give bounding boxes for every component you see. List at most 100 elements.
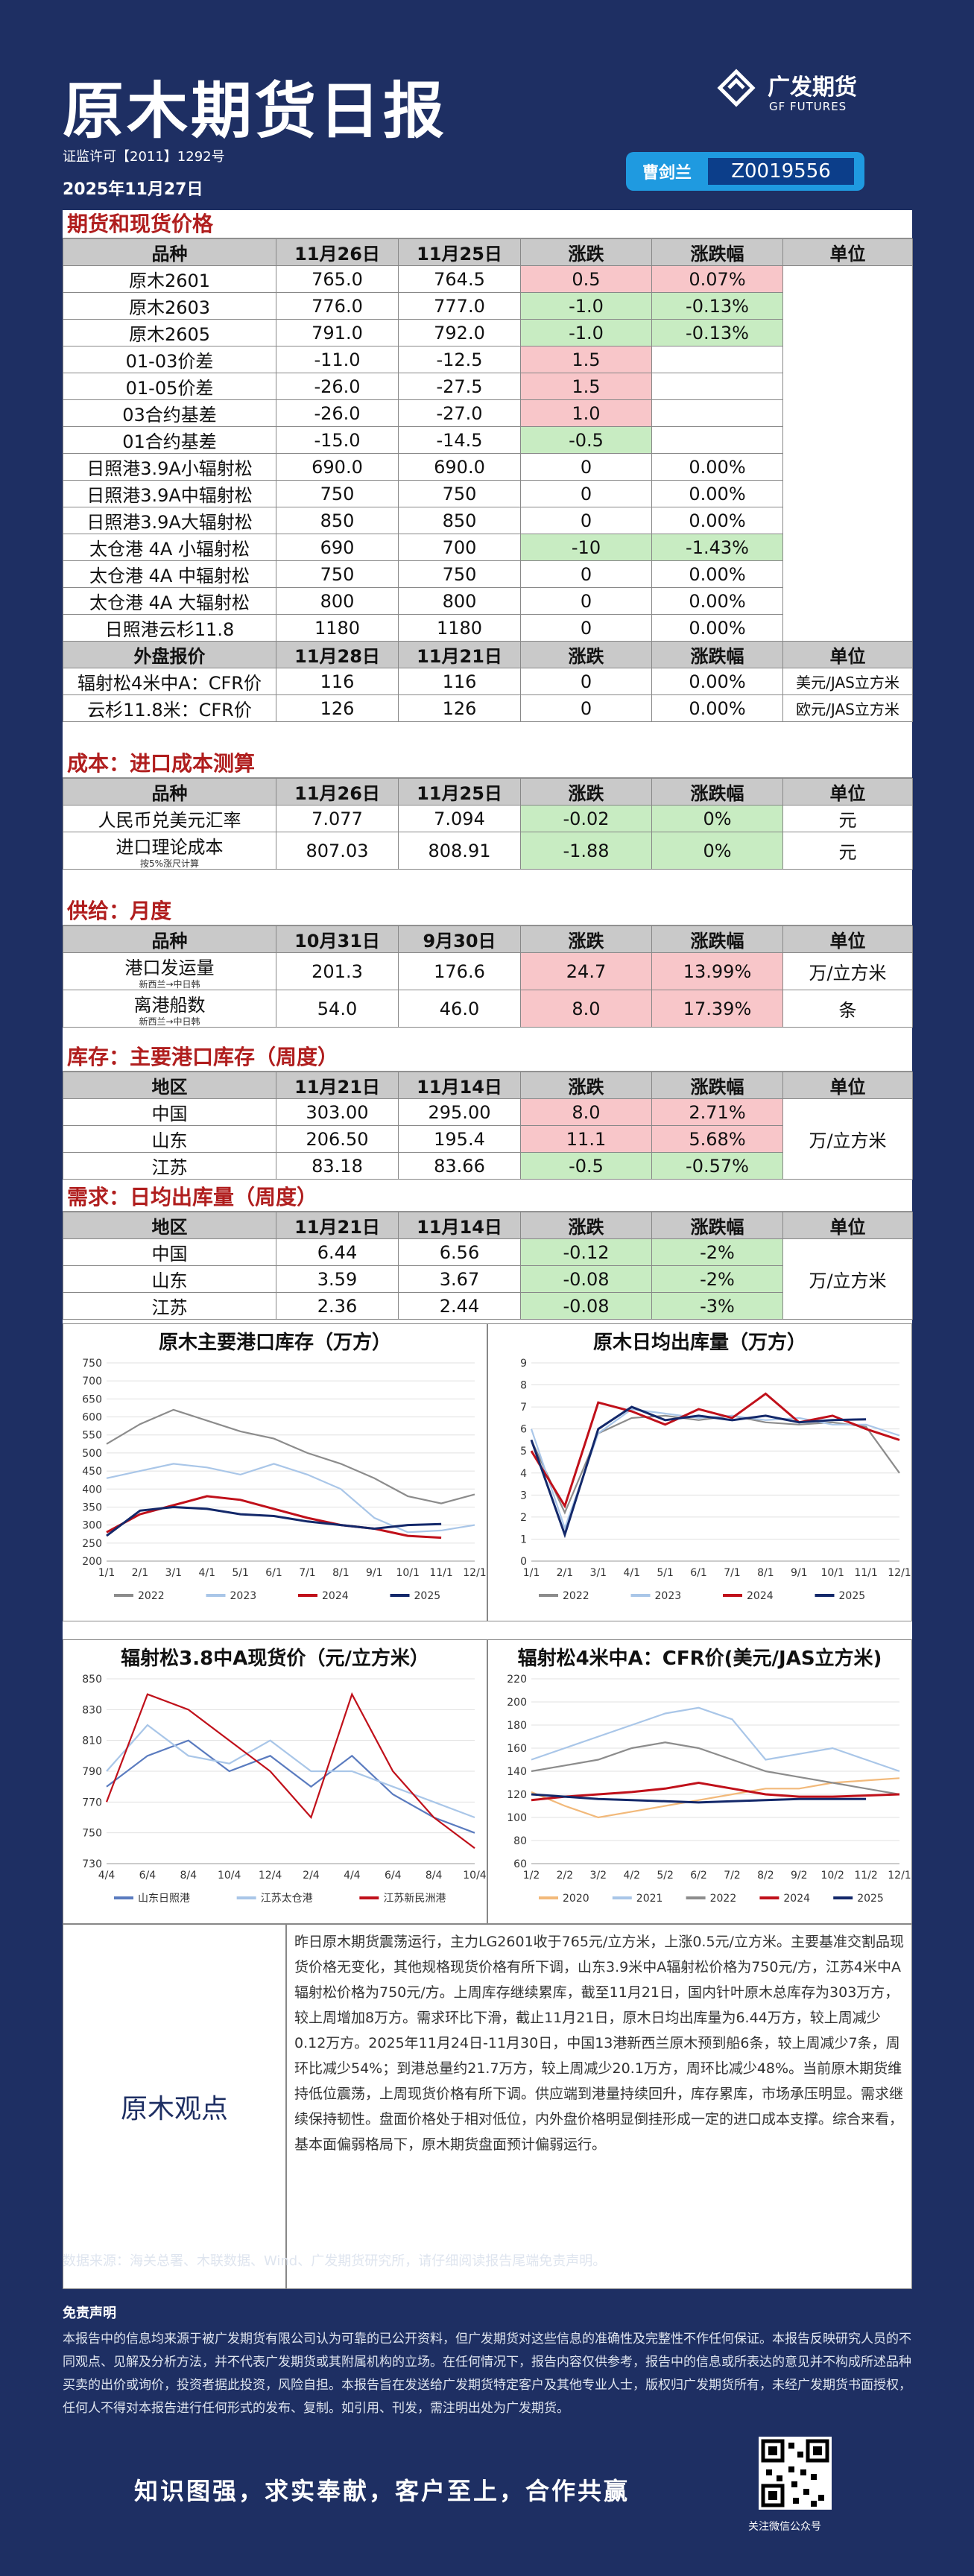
- legend-label: 2022: [563, 1590, 589, 1602]
- cell: 0.00%: [651, 453, 783, 481]
- column-header: 11月26日: [276, 238, 399, 266]
- x-tick-label: 5/1: [657, 1567, 674, 1579]
- cell: 17.39%: [651, 990, 783, 1028]
- cell: 750: [276, 560, 399, 588]
- cell: -1.0: [520, 319, 652, 346]
- qr-label: 关注微信公众号: [748, 2521, 821, 2533]
- x-tick-label: 10/4: [218, 1870, 241, 1882]
- cell: -2%: [651, 1265, 783, 1293]
- row-name-label: 人民币兑美元汇率: [98, 810, 241, 831]
- y-tick-label: 160: [507, 1743, 527, 1755]
- y-tick-label: 80: [513, 1835, 527, 1847]
- chart-cfr: 辐射松4米中A：CFR价(美元/JAS立方米) 60 80 100 120 140 160…: [487, 1639, 912, 1924]
- y-tick-label: 400: [82, 1484, 102, 1496]
- cell: 0: [520, 694, 652, 722]
- column-header: 11月21日: [276, 1072, 399, 1099]
- x-tick-label: 8/1: [757, 1567, 774, 1579]
- cell: -1.43%: [651, 534, 783, 561]
- table-row: 01-03价差 -11.0 -12.5 1.5: [63, 346, 913, 373]
- cell: [651, 373, 783, 400]
- y-tick-label: 600: [82, 1412, 102, 1424]
- cell: 0%: [651, 832, 783, 870]
- x-tick-label: 6/2: [690, 1870, 707, 1882]
- cell: -2%: [651, 1238, 783, 1266]
- disclaimer-title: 免责声明: [63, 2306, 116, 2321]
- table-row: 人民币兑美元汇率 7.077 7.094 -0.02 0% 元: [63, 805, 913, 832]
- cell: 1.5: [520, 373, 652, 400]
- row-name-label: 离港船数: [133, 995, 206, 1016]
- cell: -27.0: [398, 399, 521, 427]
- x-tick-label: 9/1: [366, 1567, 383, 1579]
- y-tick-label: 1: [520, 1534, 527, 1545]
- x-tick-label: 7/1: [724, 1567, 741, 1579]
- legend-label: 2021: [636, 1893, 663, 1905]
- row-name: 日照港云杉11.8: [63, 614, 276, 642]
- y-tick-label: 4: [520, 1468, 527, 1480]
- row-name: 云杉11.8米：CFR价: [63, 694, 276, 722]
- row-name: 太仓港 4A 小辐射松: [63, 534, 276, 561]
- cell: 765.0: [276, 265, 399, 293]
- column-header: 涨跌: [520, 778, 652, 806]
- row-name: 港口发运量 新西兰→中日韩: [63, 952, 276, 990]
- cell: 条: [782, 990, 913, 1028]
- section-title-inventory: 库存：主要港口库存（周度）: [63, 1043, 912, 1072]
- column-header: 11月26日: [276, 778, 399, 806]
- cell: 201.3: [276, 952, 399, 990]
- cell: -1.0: [520, 292, 652, 320]
- y-tick-label: 120: [507, 1789, 527, 1801]
- row-name: 中国: [63, 1238, 276, 1266]
- column-header: 外盘报价: [63, 641, 276, 668]
- column-header: 11月21日: [276, 1212, 399, 1239]
- cost-table: 品种 11月26日 11月25日 涨跌 涨跌幅 单位 人民币兑美元汇率 7.077 7.094-…: [63, 778, 913, 870]
- cell: 0: [520, 507, 652, 534]
- cell: 0: [520, 614, 652, 642]
- table-row: 原木2603 776.0 777.0 -1.0 -0.13%: [63, 292, 913, 320]
- chart-outbound: 原木日均出库量（万方） 0 1 2 3 4 5 6 7 8 9 1/1 2/1 3/1 4/1 5/1 6/1…: [487, 1323, 912, 1621]
- cell: 800: [276, 587, 399, 615]
- series-line-江苏新民洲港: [105, 1692, 475, 1849]
- row-name: 01-03价差: [63, 346, 276, 373]
- table-row: 山东 3.59 3.67 -0.08 -2%: [63, 1265, 913, 1293]
- x-tick-label: 3/2: [590, 1870, 607, 1882]
- row-name: 进口理论成本 按5%涨尺计算: [63, 832, 276, 870]
- cell: 0.00%: [651, 480, 783, 507]
- table-row: 太仓港 4A 小辐射松 690 700 -10 -1.43%: [63, 534, 913, 561]
- column-header: 涨跌幅: [651, 641, 783, 668]
- cell: 0.00%: [651, 587, 783, 615]
- y-tick-label: 2: [520, 1512, 527, 1524]
- x-tick-label: 8/4: [426, 1870, 443, 1882]
- y-tick-label: 8: [520, 1380, 527, 1392]
- series-line-山东日照港: [106, 1739, 475, 1834]
- series-line-2024: [530, 1392, 900, 1509]
- y-tick-label: 5: [520, 1446, 527, 1458]
- row-name: 01合约基差: [63, 426, 276, 454]
- y-tick-label: 810: [82, 1735, 102, 1747]
- series-line-2022: [531, 1741, 900, 1796]
- x-tick-label: 4/2: [623, 1870, 640, 1882]
- x-tick-label: 1/1: [523, 1567, 540, 1579]
- x-tick-label: 10/4: [463, 1870, 487, 1882]
- cell: [651, 399, 783, 427]
- x-tick-label: 12/1: [888, 1870, 911, 1882]
- x-tick-label: 7/2: [724, 1870, 741, 1882]
- table-row: 江苏 83.18 83.66 -0.5 -0.57%: [63, 1152, 913, 1180]
- section-title-prices: 期货和现货价格: [63, 210, 912, 238]
- column-header: 11月21日: [398, 641, 521, 668]
- cell: -26.0: [276, 399, 399, 427]
- cell: 126: [276, 694, 399, 722]
- slogan: 知识图强，求实奉献，客户至上，合作共赢: [134, 2477, 630, 2505]
- report-header: 原木期货日报 广发期货 GF FUTURES 证监许可【2011】1292号 2…: [0, 0, 974, 224]
- table-row: 01合约基差 -15.0 -14.5 -0.5: [63, 426, 913, 454]
- x-tick-label: 12/1: [463, 1567, 486, 1579]
- cell: -0.5: [520, 426, 652, 454]
- column-header: 11月14日: [398, 1072, 521, 1099]
- table-row: 港口发运量 新西兰→中日韩 201.3 176.6 24.7 13.99% 万/立方米: [63, 952, 913, 990]
- series-line-2024: [531, 1781, 900, 1802]
- x-tick-label: 4/1: [623, 1567, 640, 1579]
- cell: -0.5: [520, 1152, 652, 1180]
- qr-code-icon[interactable]: [759, 2437, 832, 2510]
- cell: 0: [520, 453, 652, 481]
- cell: 0%: [651, 805, 783, 832]
- x-tick-label: 5/2: [657, 1870, 674, 1882]
- disclaimer-text: 本报告中的信息均来源于被广发期货有限公司认为可靠的已公开资料，但广发期货对这些信…: [63, 2332, 911, 2416]
